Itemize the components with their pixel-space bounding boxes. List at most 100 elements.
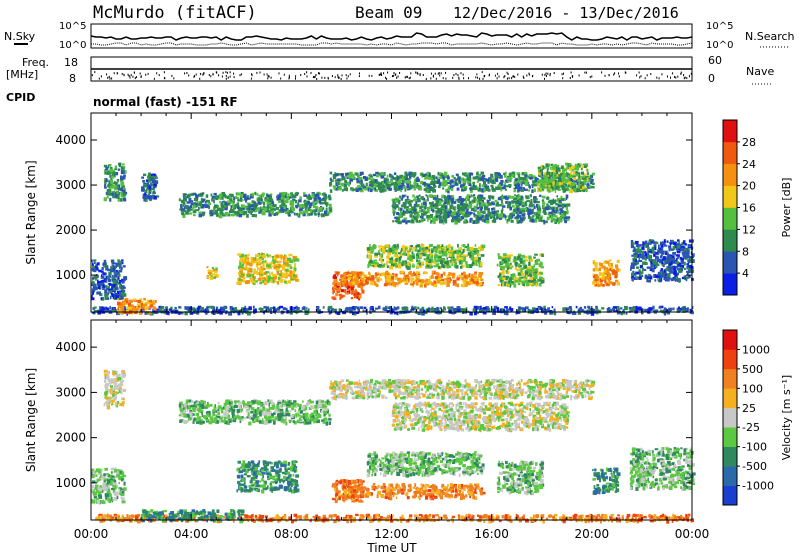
- power-cell: [426, 279, 430, 284]
- power-cell: [393, 244, 397, 248]
- power-cell: [381, 272, 385, 276]
- power-cell: [528, 209, 531, 213]
- power-cell: [376, 174, 380, 178]
- power-cell: [520, 276, 524, 279]
- power-cell: [391, 276, 394, 280]
- power-cell: [539, 167, 542, 171]
- power-cell: [414, 196, 416, 200]
- power-cell: [321, 207, 325, 210]
- power-cell: [555, 183, 560, 186]
- power-cell: [108, 164, 112, 167]
- power-cell: [353, 271, 356, 275]
- nave-mark: [638, 71, 640, 74]
- power-cell: [271, 260, 273, 265]
- power-cell: [207, 204, 210, 208]
- power-cell: [500, 202, 504, 206]
- power-cell: [528, 184, 530, 188]
- power-cell: [442, 177, 446, 181]
- power-cell: [117, 282, 120, 285]
- power-cell: [636, 261, 639, 264]
- power-cell: [184, 193, 187, 196]
- power-cell: [399, 255, 403, 258]
- nave-mark: [106, 73, 108, 76]
- power-cell: [374, 262, 378, 265]
- power-cell: [312, 200, 316, 205]
- power-cell: [408, 261, 411, 264]
- power-cell: [542, 204, 545, 209]
- power-cell: [262, 206, 266, 210]
- power-cell: [142, 195, 147, 199]
- power-cell: [456, 283, 460, 288]
- power-cell: [502, 259, 505, 263]
- power-cell: [516, 215, 519, 219]
- power-cell: [372, 179, 375, 184]
- power-cell: [544, 185, 546, 190]
- power-cell: [454, 182, 458, 186]
- power-cell: [411, 219, 415, 224]
- power-cell: [455, 250, 459, 254]
- power-cell: [472, 248, 476, 251]
- power-cell: [396, 212, 400, 215]
- power-cell: [103, 278, 106, 281]
- power-cell: [448, 265, 452, 268]
- power-cell: [412, 211, 416, 214]
- power-cell: [118, 279, 122, 284]
- power-cell: [282, 273, 286, 277]
- power-cell: [376, 278, 379, 282]
- power-cell: [476, 172, 479, 176]
- power-cell: [381, 248, 386, 253]
- power-cell: [486, 187, 490, 191]
- power-cell: [308, 205, 312, 209]
- power-cell: [104, 292, 109, 297]
- power-cell: [647, 254, 652, 259]
- power-cell: [261, 276, 264, 279]
- power-cell: [292, 255, 295, 260]
- power-cell: [477, 217, 482, 221]
- power-cell: [210, 273, 215, 276]
- power-cell: [432, 220, 436, 224]
- power-cell: [605, 260, 610, 264]
- power-cell: [435, 263, 439, 268]
- power-cell: [682, 240, 686, 244]
- power-cell: [431, 175, 436, 179]
- power-cell: [422, 216, 424, 219]
- power-cell: [245, 256, 249, 260]
- power-cell: [541, 195, 546, 199]
- power-cell: [465, 254, 468, 258]
- power-cell: [478, 246, 482, 249]
- power-cell: [112, 274, 114, 278]
- power-cell: [410, 277, 415, 281]
- power-cell: [447, 277, 452, 280]
- power-cell: [268, 204, 272, 208]
- power-cell: [517, 183, 520, 187]
- power-cell: [239, 208, 243, 212]
- nave-mark: [295, 77, 296, 80]
- power-cell: [634, 271, 638, 275]
- power-cell: [537, 172, 541, 175]
- power-cell: [436, 181, 440, 184]
- power-cell: [510, 280, 514, 284]
- power-cell: [219, 196, 222, 200]
- power-cell: [504, 195, 508, 199]
- power-cell: [687, 275, 690, 279]
- power-cell: [460, 177, 465, 181]
- power-cell: [520, 186, 523, 189]
- power-cell: [441, 244, 444, 248]
- power-cell: [535, 213, 538, 217]
- power-cell: [563, 211, 567, 215]
- power-cell: [236, 281, 239, 285]
- power-cell: [214, 274, 219, 278]
- power-cell: [505, 200, 507, 204]
- power-cell: [449, 183, 452, 186]
- power-cell: [461, 212, 466, 217]
- power-cell: [661, 269, 664, 273]
- power-cell: [200, 200, 204, 203]
- power-cell: [667, 276, 670, 280]
- power-cell: [96, 267, 99, 271]
- nave-mark: [458, 77, 460, 80]
- power-cell: [440, 199, 444, 203]
- power-cell: [111, 176, 115, 179]
- power-cell: [384, 179, 386, 184]
- power-cell: [605, 260, 608, 263]
- power-cell: [482, 202, 486, 206]
